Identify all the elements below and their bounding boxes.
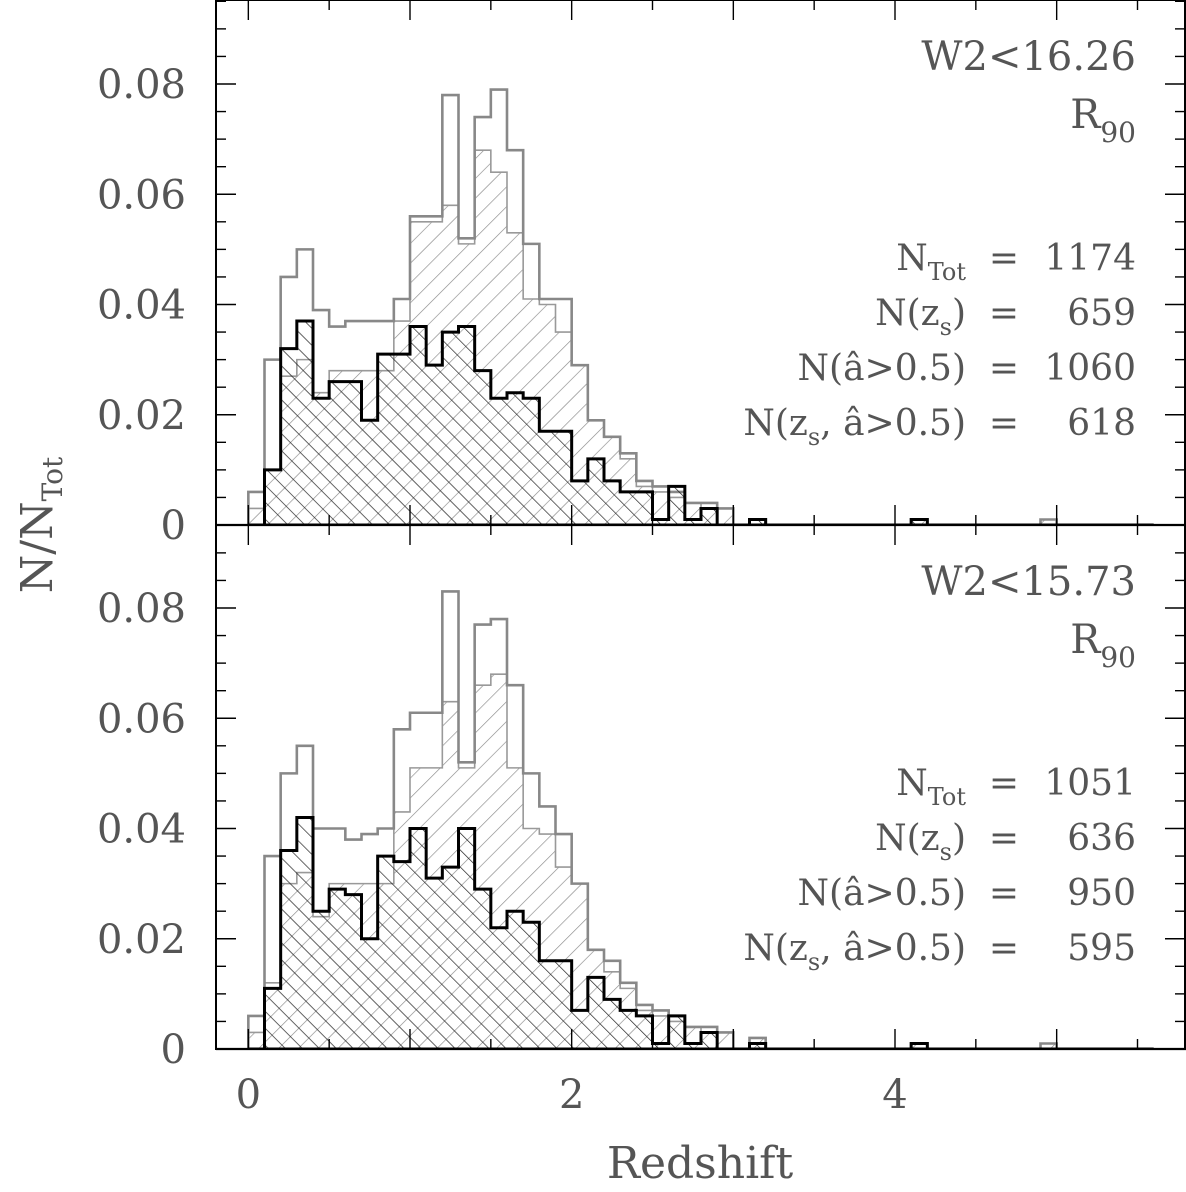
stat-value-panel-2: 636 [1067, 818, 1136, 859]
panel-2-histograms [247, 590, 1154, 1049]
panel-1-histograms [247, 88, 1154, 525]
stat-equals-panel-1: = [989, 293, 1019, 334]
y-tick-label-panel-2: 0.04 [97, 807, 186, 853]
stat-label-sub: Tot [928, 258, 967, 286]
stat-label-main: N [896, 763, 928, 804]
y-axis-title-sub: Tot [36, 456, 69, 501]
stat-label-main: N(z [743, 403, 808, 444]
method-label-panel-1: R90 [1070, 92, 1136, 149]
y-tick-label-panel-2: 0.08 [97, 586, 186, 632]
stat-label-sub: Tot [928, 783, 967, 811]
method-label-panel-2: R90 [1070, 617, 1136, 674]
method-sub: 90 [1100, 641, 1136, 674]
stat-label-panel-2: N(zs) [875, 818, 966, 866]
stat-value-panel-1: 1060 [1044, 348, 1136, 389]
stat-equals-panel-1: = [989, 403, 1019, 444]
stat-label-main: N(â>0.5) [798, 873, 966, 914]
stat-label-panel-1: N(zs, â>0.5) [743, 403, 966, 451]
stat-equals-panel-2: = [989, 818, 1019, 859]
stat-value-panel-1: 618 [1067, 403, 1136, 444]
histogram-zs-panel-2 [248, 815, 1154, 1049]
y-axis-title-main: N/N [12, 501, 63, 593]
stat-value-panel-2: 595 [1067, 928, 1136, 969]
method-main: R [1070, 92, 1102, 138]
histogram-all-panel-1 [247, 88, 1154, 525]
stat-label-panel-2: N(zs, â>0.5) [743, 928, 966, 976]
x-tick-label: 2 [559, 1072, 584, 1118]
y-axis-title: N/NTot [12, 456, 69, 593]
y-tick-label-panel-2: 0.06 [97, 696, 186, 742]
stat-label-sub: s [940, 838, 952, 866]
selection-label-panel-2: W2<15.73 [921, 559, 1136, 605]
stat-value-panel-1: 659 [1067, 293, 1136, 334]
stat-equals-panel-2: = [989, 873, 1019, 914]
stat-label-main: N(â>0.5) [798, 348, 966, 389]
selection-label-panel-1: W2<16.26 [921, 34, 1136, 80]
histogram-zs-panel-1 [248, 319, 1154, 525]
stat-label-main: N(z [875, 293, 940, 334]
method-main: R [1070, 617, 1102, 663]
stat-equals-panel-2: = [989, 928, 1019, 969]
stat-label-rest: ) [952, 293, 966, 334]
stat-equals-panel-2: = [989, 763, 1019, 804]
x-tick-label: 4 [882, 1072, 907, 1118]
stat-label-panel-2: NTot [896, 763, 966, 811]
stat-label-panel-1: NTot [896, 238, 966, 286]
y-tick-label-panel-1: 0.02 [97, 393, 186, 439]
stat-value-panel-2: 1051 [1044, 763, 1136, 804]
x-tick-label: 0 [236, 1072, 261, 1118]
panel-1: 0 0.02 0.04 0.06 0.08 W2<16.26 R90 NTot = 1174 N(z… [97, 0, 1186, 549]
panel-2: 0 0.02 0.04 0.06 0.08 W2<15.73 R90 NTot = 1051 N(z… [97, 524, 1186, 1073]
stat-label-rest: ) [952, 818, 966, 859]
stat-equals-panel-1: = [989, 238, 1019, 279]
stat-label-rest: , â>0.5) [820, 403, 966, 444]
method-sub: 90 [1100, 116, 1136, 149]
stat-label-panel-1: N(â>0.5) [798, 348, 966, 389]
stat-label-main: N(z [743, 928, 808, 969]
stat-label-sub: s [808, 948, 820, 976]
stat-label-panel-2: N(â>0.5) [798, 873, 966, 914]
x-axis-title: Redshift [607, 1138, 794, 1188]
stat-label-sub: s [940, 313, 952, 341]
y-tick-label-panel-1: 0 [161, 503, 186, 549]
y-tick-label-panel-1: 0.08 [97, 62, 186, 108]
panel-1-ticks [216, 0, 1185, 526]
stat-label-panel-1: N(zs) [875, 293, 966, 341]
panel-frame-2 [215, 524, 1186, 1050]
stat-label-rest: , â>0.5) [820, 928, 966, 969]
y-tick-label-panel-2: 0.02 [97, 917, 186, 963]
stat-value-panel-1: 1174 [1044, 238, 1136, 279]
stat-label-sub: s [808, 423, 820, 451]
stat-label-main: N [896, 238, 928, 279]
stat-label-main: N(z [875, 818, 940, 859]
axis-titles: Redshift N/NTot [12, 456, 794, 1189]
panel-2-ticks [216, 525, 1185, 1050]
stat-value-panel-2: 950 [1067, 873, 1136, 914]
y-tick-label-panel-1: 0.04 [97, 283, 186, 329]
y-tick-label-panel-2: 0 [161, 1027, 186, 1073]
histogram-all-panel-2 [247, 590, 1154, 1049]
x-tick-labels: 0 2 4 [236, 1072, 908, 1118]
y-tick-label-panel-1: 0.06 [97, 172, 186, 218]
stat-equals-panel-1: = [989, 348, 1019, 389]
